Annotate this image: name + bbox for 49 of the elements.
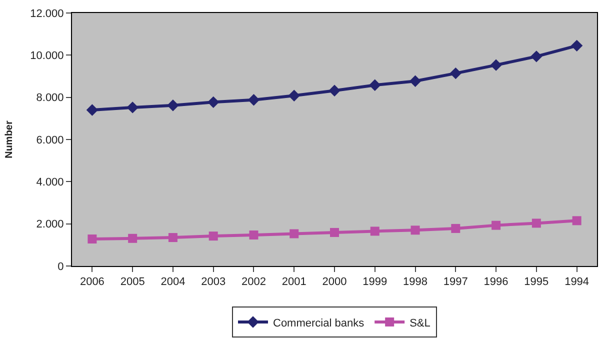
point [409, 75, 422, 87]
x-tick-label: 1999 [362, 276, 388, 288]
legend-label: S&L [410, 317, 430, 330]
point [451, 224, 460, 233]
y-tick-label: 8.000 [36, 92, 64, 104]
y-tick-label: 6.000 [36, 134, 64, 146]
x-tick-label: 1995 [524, 276, 549, 288]
point [410, 226, 420, 235]
point [248, 94, 260, 106]
point [328, 84, 340, 96]
point [490, 59, 502, 71]
point [249, 230, 258, 240]
legend-label: Commercial banks [273, 317, 365, 330]
x-tick-label: 2001 [282, 276, 306, 288]
x-tick-label: 1994 [564, 276, 590, 288]
x-tick-label: 2006 [80, 276, 104, 288]
y-tick-label: 12.000 [30, 8, 64, 20]
y-tick-label: 4.000 [36, 176, 64, 189]
y-tick-label: 10.000 [30, 50, 64, 62]
point [450, 67, 462, 80]
point [208, 96, 220, 108]
point [572, 216, 582, 226]
point [168, 233, 178, 242]
point [370, 226, 380, 236]
x-tick-label: 2005 [120, 276, 145, 288]
y-tick-label: 0 [58, 260, 64, 273]
point [532, 218, 541, 228]
x-tick-label: 1996 [484, 276, 508, 288]
point [492, 220, 501, 230]
point [88, 234, 97, 244]
x-tick-label: 1998 [403, 276, 428, 288]
x-tick-label: 2002 [241, 276, 266, 288]
point [330, 228, 339, 237]
point [530, 50, 542, 62]
point [570, 40, 583, 52]
point [167, 100, 179, 112]
y-tick-label: 2.000 [36, 218, 64, 231]
x-tick-label: 2000 [322, 276, 347, 288]
x-tick-label: 1997 [443, 276, 468, 288]
x-tick-label: 2004 [160, 276, 186, 288]
point [208, 232, 218, 241]
point [128, 234, 138, 243]
point [126, 102, 138, 114]
point [86, 104, 98, 116]
point [290, 229, 299, 238]
point [288, 90, 300, 102]
y-axis-title: Number [4, 120, 16, 158]
point [369, 79, 381, 91]
x-tick-label: 2003 [201, 276, 226, 288]
